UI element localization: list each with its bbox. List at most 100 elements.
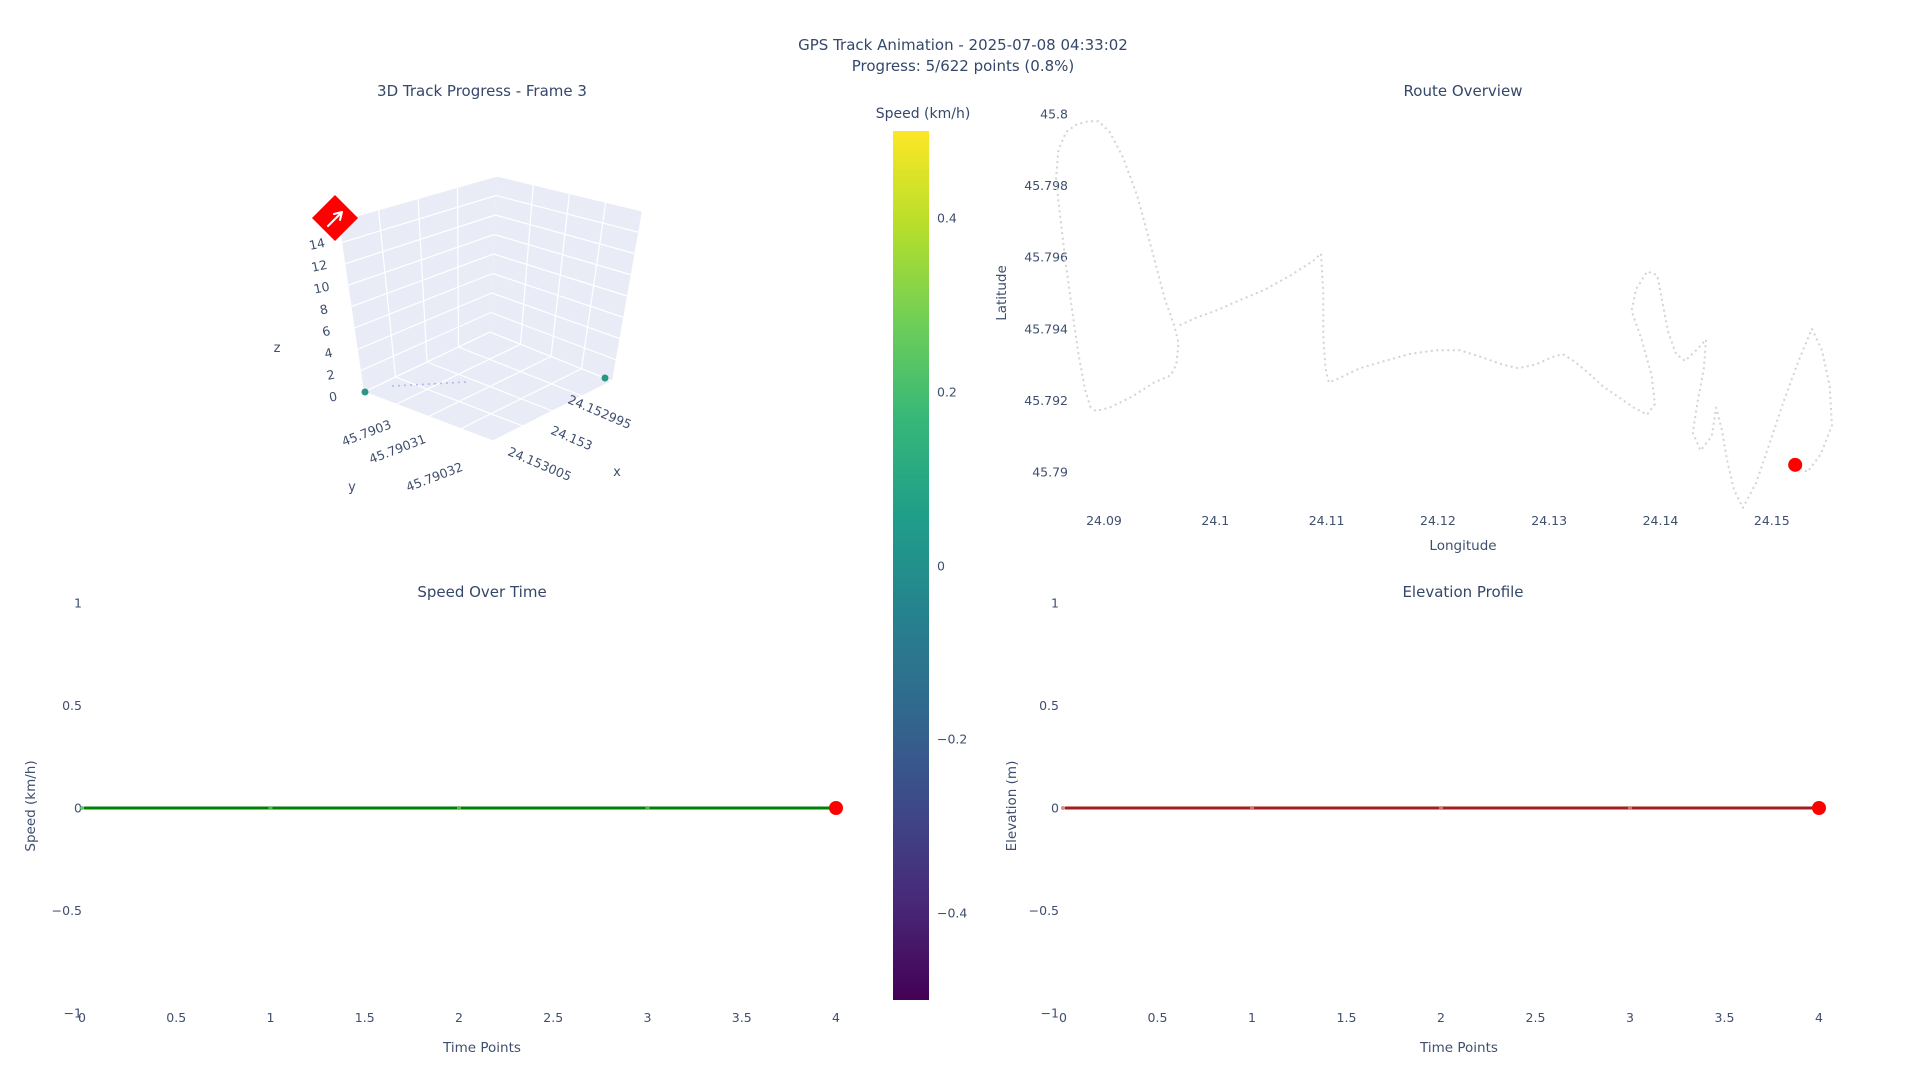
route-path xyxy=(1179,252,1833,509)
x-axis-letter: x xyxy=(613,465,621,480)
track-point xyxy=(601,374,609,382)
svgElev-x-tick-label: 0 xyxy=(1059,1010,1067,1025)
figure-title: GPS Track Animation - 2025-07-08 04:33:0… xyxy=(798,36,1128,54)
data-point-marker xyxy=(1439,806,1443,810)
svgElev-y-tick-label: −1 xyxy=(1041,1006,1059,1021)
route-y-tick-label: 45.798 xyxy=(1024,178,1068,193)
track3d-title: 3D Track Progress - Frame 3 xyxy=(377,82,587,100)
svgSpeed-x-tick-label: 1 xyxy=(267,1010,275,1025)
z-tick-label: 10 xyxy=(312,279,331,297)
svgSpeed-x-tick-label: 0.5 xyxy=(166,1010,186,1025)
svgElev-x-tick-label: 2.5 xyxy=(1526,1010,1546,1025)
route-overview-chart: 45.8 45.798 45.796 45.794 45.792 45.79 24.09 24… xyxy=(1024,107,1833,528)
grid-line xyxy=(489,331,613,382)
figure-progress-text: Progress: 5/622 points (0.8%) xyxy=(851,57,1075,75)
route-x-tick-label: 24.13 xyxy=(1531,513,1567,528)
colorbar-tick-label: 0.4 xyxy=(937,210,957,226)
route-path xyxy=(1055,120,1180,413)
pane-right-wall xyxy=(490,176,642,381)
data-point-marker xyxy=(1061,806,1065,810)
z-tick-label: 14 xyxy=(308,235,327,253)
colorbar-tick-label: −0.4 xyxy=(937,905,968,921)
svgSpeed-y-tick-label: −0.5 xyxy=(52,903,82,918)
route-title: Route Overview xyxy=(1403,82,1523,100)
direction-arrow-icon xyxy=(327,211,343,227)
grid-line xyxy=(492,380,613,442)
svgElev-y-tick-label: 0 xyxy=(1051,801,1059,816)
x-tick-label: 24.152995 xyxy=(566,392,634,432)
svgSpeed-y-tick-label: −1 xyxy=(64,1006,82,1021)
track-point xyxy=(361,388,369,396)
svgSpeed-y-tick-label: 0 xyxy=(74,801,82,816)
route-x-tick-label: 24.15 xyxy=(1754,513,1790,528)
svgElev-x-tick-label: 1.5 xyxy=(1337,1010,1357,1025)
z-tick-label: 6 xyxy=(321,323,332,339)
speed-over-time-chart: 10.50−0.5−10 0.5 1 1.5 2 2.5 3 3.5 4 xyxy=(52,596,843,1025)
grid-line xyxy=(428,355,552,418)
z-axis-letter: z xyxy=(274,341,281,356)
svgElev-y-tick-label: −0.5 xyxy=(1029,903,1059,918)
route-xaxis-label: Longitude xyxy=(1429,538,1497,554)
svgElev-x-tick-label: 3 xyxy=(1626,1010,1634,1025)
svgSpeed-x-tick-label: 4 xyxy=(832,1010,840,1025)
x-tick-label: 24.153 xyxy=(549,422,595,453)
z-tick-label: 4 xyxy=(323,345,334,361)
elevation-xaxis-label: Time Points xyxy=(1420,1040,1498,1056)
grid-line xyxy=(458,346,583,397)
elevation-profile-chart: 10.50−0.5−1 0 0.5 1 1.5 2 2.5 3 3.5 4 xyxy=(1029,596,1826,1025)
grid-line xyxy=(550,193,571,357)
svgElev-x-tick-label: 1 xyxy=(1248,1010,1256,1025)
route-x-tick-label: 24.14 xyxy=(1643,513,1679,528)
data-point-marker xyxy=(457,806,461,810)
speed-title: Speed Over Time xyxy=(417,583,547,601)
route-x-tick-label: 24.1 xyxy=(1201,513,1229,528)
svgElev-x-tick-label: 2 xyxy=(1437,1010,1445,1025)
svgElev-y-tick-label: 0.5 xyxy=(1039,698,1059,713)
colorbar-label: Speed (km/h) xyxy=(875,106,971,122)
route-x-tick-label: 24.11 xyxy=(1309,513,1345,528)
grid-line xyxy=(460,368,582,430)
route-y-tick-label: 45.8 xyxy=(1040,107,1068,122)
z-tick-label: 2 xyxy=(325,367,336,383)
colorbar-tick-label: 0.2 xyxy=(937,384,957,400)
svgSpeed-x-tick-label: 1.5 xyxy=(355,1010,375,1025)
current-position-marker xyxy=(1788,457,1803,472)
y-axis-letter: y xyxy=(348,480,356,495)
data-point-marker xyxy=(1628,806,1632,810)
grid-line xyxy=(456,187,460,348)
svgElev-y-tick-label: 1 xyxy=(1051,596,1059,611)
colorbar-tick-label: −0.2 xyxy=(937,731,968,747)
route-y-tick-label: 45.796 xyxy=(1024,250,1068,265)
track3d-chart: 0246810121445.790345.7903145.7903224.152… xyxy=(274,175,643,495)
y-tick-label: 45.7903 xyxy=(340,417,394,450)
svgSpeed-x-tick-label: 2.5 xyxy=(543,1010,563,1025)
speed-xaxis-label: Time Points xyxy=(443,1040,521,1056)
data-point-marker xyxy=(645,806,650,810)
colorbar-tick-label: 0 xyxy=(937,558,945,573)
svgSpeed-y-tick-label: 1 xyxy=(74,596,82,611)
svgSpeed-y-tick-label: 0.5 xyxy=(62,698,82,713)
svgElev-x-tick-label: 3.5 xyxy=(1715,1010,1735,1025)
elevation-title: Elevation Profile xyxy=(1402,583,1524,601)
z-tick-label: 8 xyxy=(318,301,329,317)
route-x-tick-label: 24.12 xyxy=(1420,513,1456,528)
svgElev-x-tick-label: 4 xyxy=(1815,1010,1823,1025)
z-tick-label: 12 xyxy=(310,257,329,275)
pane-floor xyxy=(364,332,612,441)
route-y-tick-label: 45.79 xyxy=(1032,465,1068,480)
svgSpeed-x-tick-label: 3.5 xyxy=(732,1010,752,1025)
z-tick-label: 0 xyxy=(328,388,339,404)
grid-line xyxy=(580,202,607,369)
speed-colorbar: Speed (km/h) 0.4 0.2 0 −0.2 −0.4 xyxy=(876,106,1023,1000)
data-point-marker xyxy=(80,806,84,810)
svgSpeed-x-tick-label: 0 xyxy=(78,1010,86,1025)
route-x-tick-label: 24.09 xyxy=(1086,513,1122,528)
grid-line xyxy=(377,209,397,378)
route-y-tick-label: 45.794 xyxy=(1024,321,1068,336)
svgElev-x-tick-label: 0.5 xyxy=(1148,1010,1168,1025)
x-tick-label: 24.153005 xyxy=(506,444,574,484)
y-tick-label: 45.79032 xyxy=(404,459,465,494)
grid-line xyxy=(417,198,428,363)
track-trail xyxy=(391,381,468,387)
